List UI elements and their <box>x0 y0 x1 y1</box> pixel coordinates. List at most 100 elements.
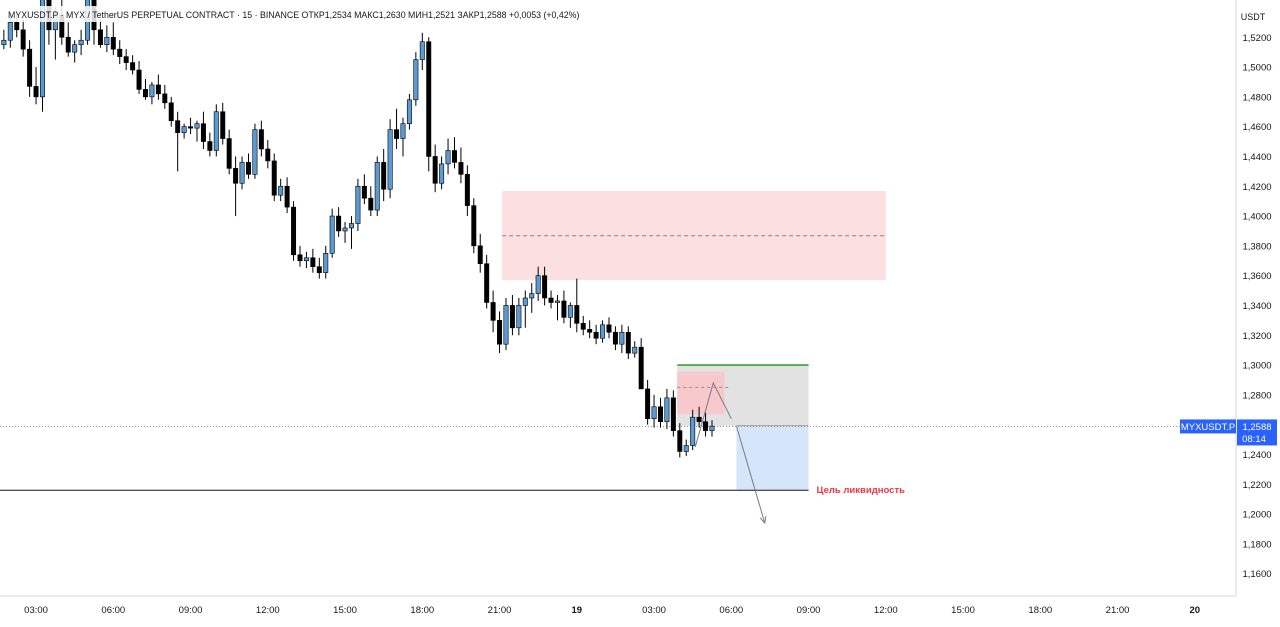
candle-body-down <box>297 254 303 262</box>
time-tick-label: 12:00 <box>256 605 280 616</box>
candle-body-up <box>355 185 361 224</box>
candle-body-down <box>696 416 702 422</box>
take-profit-zone[interactable] <box>736 426 809 491</box>
candle <box>142 78 148 100</box>
candle <box>368 186 374 217</box>
candle-body-up <box>194 123 200 129</box>
candle-body-up <box>278 185 284 196</box>
candle-body-up <box>7 22 13 41</box>
candle <box>587 320 593 339</box>
price-tick-label: 1,4800 <box>1242 92 1271 103</box>
candle <box>316 257 322 279</box>
candle-body-down <box>657 406 663 422</box>
candle-body-up <box>419 41 425 60</box>
candle-body-up <box>348 223 354 229</box>
candle <box>600 320 606 343</box>
candle <box>394 108 400 149</box>
candle-body-down <box>561 300 567 318</box>
candle-body-up <box>406 99 412 124</box>
candle-body-down <box>587 328 593 333</box>
price-tag-symbol: MYXUSDT.P <box>1181 422 1235 433</box>
candle <box>542 266 548 306</box>
candle <box>323 245 329 279</box>
candle-body-up <box>239 162 245 184</box>
candle <box>645 379 651 425</box>
candle-body-down <box>638 346 644 390</box>
candle <box>632 341 638 358</box>
candle-body-down <box>265 148 271 162</box>
candle-body-up <box>1 39 7 45</box>
candle <box>561 290 567 324</box>
pattern-wedge-lines[interactable] <box>694 381 732 448</box>
candle <box>155 74 161 100</box>
candle <box>245 153 251 179</box>
time-tick-label: 06:00 <box>101 605 125 616</box>
legend-symbol: MYXUSDT.P <box>8 10 58 20</box>
candle-body-up <box>690 416 696 446</box>
candle-body-down <box>65 36 71 53</box>
legend-high: 1,2630 <box>379 10 406 20</box>
time-scale-ticks[interactable]: 03:00 06:00 09:00 12:00 15:00 18:00 21:00 19 03:… <box>24 605 1200 616</box>
legend-close: 1,2588 <box>480 10 507 20</box>
projection-arrow-line[interactable] <box>735 425 766 524</box>
candle-body-up <box>529 293 535 299</box>
candle-body-up <box>303 257 309 262</box>
drawings-layer[interactable] <box>0 191 1236 491</box>
chart-legend[interactable]: MYXUSDT.P · MYX / TetherUS PERPETUAL CON… <box>8 10 579 20</box>
candle <box>207 132 213 157</box>
candle <box>445 138 451 175</box>
candle <box>670 390 676 437</box>
candle <box>104 25 110 53</box>
candle <box>683 439 689 456</box>
candle <box>554 295 560 321</box>
candle <box>33 67 39 105</box>
time-tick-label: 06:00 <box>719 605 743 616</box>
price-tag-bg <box>1237 419 1277 446</box>
candle <box>690 409 696 450</box>
candle-body-up <box>39 0 45 98</box>
candle-body-down <box>394 129 400 139</box>
price-tick-label: 1,4400 <box>1242 152 1271 163</box>
candle-body-up <box>516 305 522 329</box>
candle <box>413 52 419 106</box>
candle <box>265 140 271 169</box>
candle-body-down <box>381 162 387 190</box>
candle-body-down <box>258 129 264 150</box>
candle-body-up <box>400 123 406 139</box>
legend-backdrop <box>2 6 530 22</box>
candle <box>381 149 387 202</box>
time-tick-label: 18:00 <box>1028 605 1052 616</box>
time-tick-label: 03:00 <box>24 605 48 616</box>
candle <box>580 315 586 336</box>
time-tick-label: 03:00 <box>642 605 666 616</box>
price-tick-label: 1,2400 <box>1242 450 1271 461</box>
candle-body-up <box>522 297 528 306</box>
candle-body-down <box>625 331 631 354</box>
candle-body-down <box>226 138 232 169</box>
candle <box>149 81 155 105</box>
liquidity-target-label[interactable]: Цель ликвидность <box>817 485 906 496</box>
candle-body-up <box>72 44 78 53</box>
price-scale[interactable] <box>1236 0 1280 596</box>
candle <box>297 245 303 267</box>
candle <box>226 129 232 175</box>
candle-body-down <box>123 56 129 63</box>
candle-body-up <box>709 425 715 431</box>
candle-body-down <box>542 275 548 299</box>
time-tick-label: 18:00 <box>410 605 434 616</box>
candle <box>490 290 496 333</box>
candle <box>458 147 464 184</box>
candle-body-up <box>323 253 329 273</box>
currency-label: USDT <box>1241 12 1266 22</box>
stop-loss-zone[interactable] <box>677 371 725 415</box>
legend-close-label: ЗАКР <box>457 10 479 20</box>
projection-arrow-head <box>759 516 767 525</box>
candle-body-up <box>664 397 670 422</box>
candle-body-down <box>207 141 213 151</box>
annotations-layer[interactable] <box>694 381 767 525</box>
candle <box>509 295 515 336</box>
time-tick-label: 15:00 <box>951 605 975 616</box>
candle <box>451 137 457 169</box>
